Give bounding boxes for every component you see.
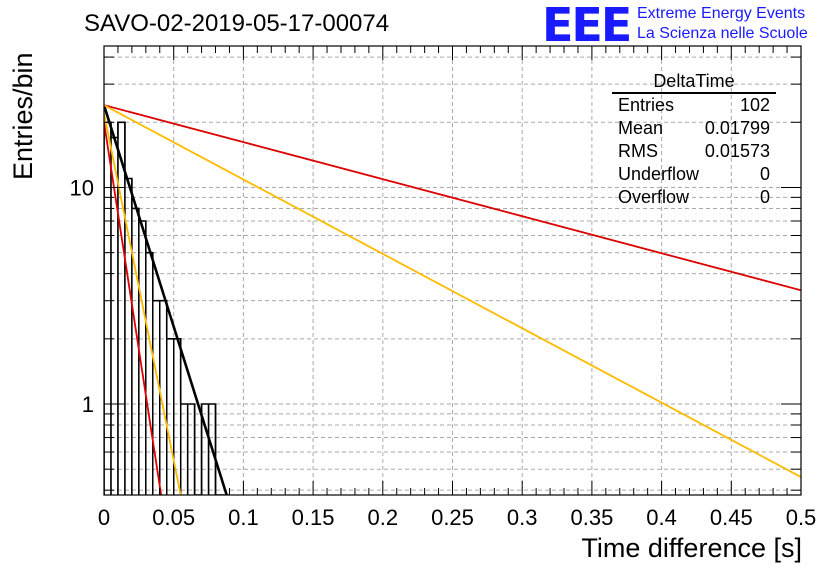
stats-label: RMS <box>618 141 658 161</box>
fit-line <box>104 104 801 478</box>
grid-lines <box>104 46 801 495</box>
stats-row-rms: RMS 0.01573 <box>612 140 776 163</box>
stats-label: Mean <box>618 118 664 138</box>
x-tick-label: 0.35 <box>570 505 613 530</box>
fit-line <box>104 104 228 495</box>
stats-label: Overflow <box>618 187 690 207</box>
x-tick-label: 0.5 <box>786 505 817 530</box>
stats-value: 0.01799 <box>704 118 770 138</box>
stats-title: DeltaTime <box>653 71 735 91</box>
fit-curves <box>104 104 801 495</box>
x-tick-label: 0.4 <box>646 505 677 530</box>
x-tick-label: 0.2 <box>368 505 399 530</box>
tick-labels: 0 0.05 0.1 0.15 0.2 0.25 0.3 0.35 0.4 0.45 0.5 1 10 <box>70 175 817 530</box>
chart-title: SAVO-02-2019-05-17-00074 <box>84 10 390 37</box>
x-tick-label: 0.45 <box>710 505 753 530</box>
logo-line-1: Extreme Energy Events <box>637 5 806 22</box>
stats-value: 102 <box>739 95 770 115</box>
stats-row-entries: Entries 102 <box>612 94 776 117</box>
stats-box: DeltaTime Entries 102 Mean 0.01799 RMS 0… <box>612 70 776 209</box>
x-tick-label: 0.05 <box>152 505 195 530</box>
x-tick-label: 0.15 <box>292 505 335 530</box>
stats-label: Underflow <box>618 164 700 184</box>
x-tick-label: 0.3 <box>507 505 538 530</box>
logo-caption: Extreme Energy Events La Scienza nelle S… <box>637 4 808 44</box>
stats-row-mean: Mean 0.01799 <box>612 117 776 140</box>
stats-row-underflow: Underflow 0 <box>612 163 776 186</box>
y-tick-label: 10 <box>70 175 94 200</box>
fit-line <box>104 122 163 495</box>
y-tick-label: 1 <box>82 392 94 417</box>
eee-logo: EEE <box>542 0 632 52</box>
y-axis-label: Entries/bin <box>8 52 38 180</box>
fit-line <box>104 113 182 495</box>
x-axis-label: Time difference [s] <box>581 533 802 563</box>
logo-line-2: La Scienza nelle Scuole <box>637 25 808 42</box>
axes <box>103 45 802 496</box>
stats-value: 0.01573 <box>704 141 770 161</box>
stats-value: 0 <box>759 164 770 184</box>
x-tick-label: 0 <box>98 505 110 530</box>
stats-label: Entries <box>618 95 675 115</box>
stats-divider <box>612 92 776 94</box>
x-tick-label: 0.25 <box>431 505 474 530</box>
stats-row-overflow: Overflow 0 <box>612 186 776 209</box>
stats-value: 0 <box>759 187 770 207</box>
fit-line <box>104 104 801 292</box>
x-tick-label: 0.1 <box>228 505 259 530</box>
